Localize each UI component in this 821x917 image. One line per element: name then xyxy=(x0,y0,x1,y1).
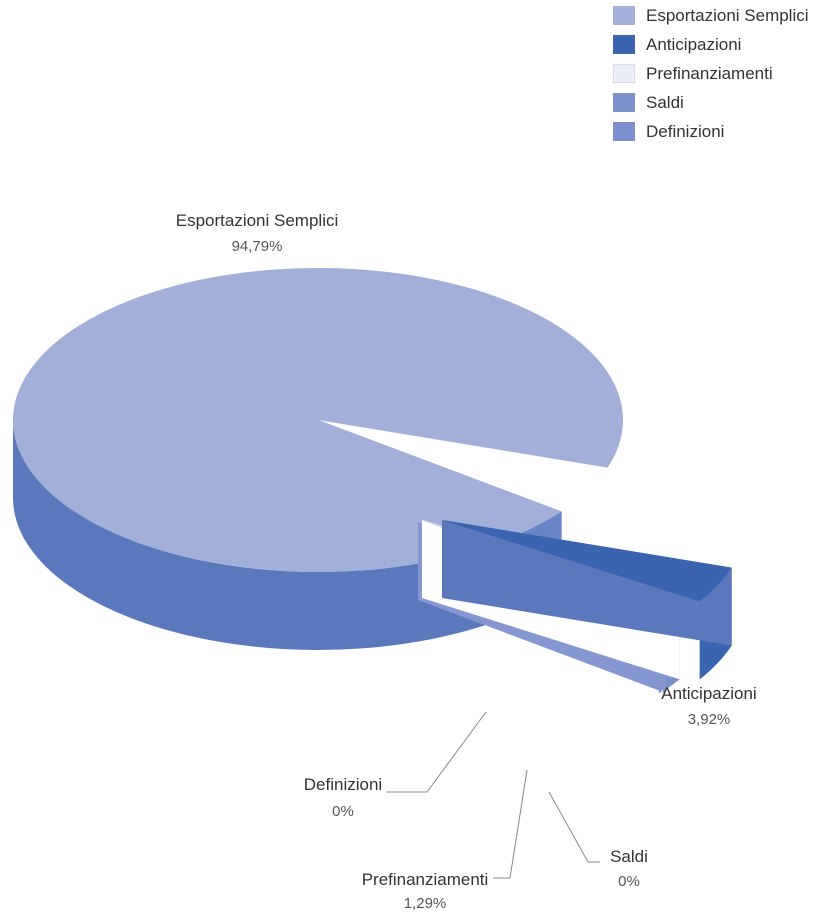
legend-item-prefinanziamenti: Prefinanziamenti xyxy=(613,64,809,83)
legend-label-esportazioni: Esportazioni Semplici xyxy=(646,5,809,25)
legend-label-prefinanziamenti: Prefinanziamenti xyxy=(646,63,773,83)
legend-swatch-esportazioni xyxy=(613,6,635,25)
label-definizioni: Definizioni xyxy=(304,775,382,794)
pie-slice-esportazioni xyxy=(12,268,623,573)
leader-lines xyxy=(386,711,600,879)
pct-prefinanziamenti: 1,29% xyxy=(404,895,447,912)
legend-swatch-prefinanziamenti xyxy=(613,64,635,83)
pct-anticipazioni: 3,92% xyxy=(688,711,731,728)
legend-swatch-saldi xyxy=(613,93,635,112)
pct-esportazioni: 94,79% xyxy=(232,238,283,255)
pie-wall-anticipazioni xyxy=(442,520,732,646)
pie-layer xyxy=(12,268,732,694)
legend-item-saldi: Saldi xyxy=(613,93,809,112)
pie-slice-anticipazioni xyxy=(442,520,732,602)
label-esportazioni: Esportazioni Semplici xyxy=(176,211,339,230)
legend-item-anticipazioni: Anticipazioni xyxy=(613,35,809,54)
legend-item-definizioni: Definizioni xyxy=(613,122,809,141)
leader-line-definizioni xyxy=(386,711,487,793)
leader-line-prefinanziamenti xyxy=(493,769,528,879)
legend: Esportazioni Semplici Anticipazioni Pref… xyxy=(613,6,809,151)
label-anticipazioni: Anticipazioni xyxy=(661,684,756,703)
pct-definizioni: 0% xyxy=(332,803,354,820)
legend-swatch-definizioni xyxy=(613,122,635,141)
legend-label-definizioni: Definizioni xyxy=(646,121,725,141)
label-prefinanziamenti: Prefinanziamenti xyxy=(362,870,489,889)
leader-line-saldi xyxy=(548,791,600,863)
legend-item-esportazioni: Esportazioni Semplici xyxy=(613,6,809,25)
pct-saldi: 0% xyxy=(618,873,640,890)
legend-label-anticipazioni: Anticipazioni xyxy=(646,34,742,54)
legend-swatch-anticipazioni xyxy=(613,35,635,54)
legend-label-saldi: Saldi xyxy=(646,92,684,112)
label-saldi: Saldi xyxy=(610,847,648,866)
